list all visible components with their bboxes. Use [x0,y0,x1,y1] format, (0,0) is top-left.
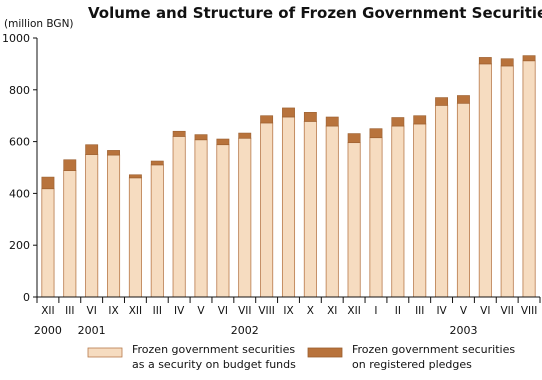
bar-budget-funds [303,120,317,298]
x-tick-label: IV [174,305,185,317]
x-tick-label: IX [108,305,118,317]
chart-title: Volume and Structure of Frozen Governmen… [88,4,542,22]
bar-registered-pledges [194,134,208,141]
bar-budget-funds [107,154,121,298]
bar-budget-funds [391,125,405,298]
legend-label: as a security on budget funds [132,358,296,371]
bar-registered-pledges [391,117,405,127]
bar-budget-funds [63,170,77,298]
bar-registered-pledges [369,128,383,139]
y-axis-unit-label: (million BGN) [4,18,74,30]
bar-budget-funds [347,142,361,298]
legend-label: Frozen government securities [352,343,515,356]
bar-budget-funds [500,65,514,298]
x-tick-label: IV [436,305,447,317]
bar-budget-funds [413,123,427,298]
x-tick-label: XII [347,305,360,317]
x-tick-label: VIII [521,305,537,317]
bar-registered-pledges [282,107,295,118]
bars-layer [41,55,536,298]
x-tick-label: III [153,305,162,317]
y-tick-label: 1000 [2,32,30,45]
bar-registered-pledges [128,174,142,179]
legend-label: on registered pledges [352,358,472,371]
bar-budget-funds [369,137,383,298]
x-tick-label: IX [283,305,293,317]
y-tick-label: 0 [23,291,30,304]
x-tick-label: VIII [258,305,274,317]
bar-registered-pledges [63,159,77,171]
y-tick-label: 400 [9,187,30,200]
bar-budget-funds [172,136,186,298]
bar-registered-pledges [260,115,274,124]
bar-budget-funds [435,104,449,298]
x-tick-label: XII [41,305,54,317]
legend: Frozen government securities as a securit… [87,343,515,371]
bar-budget-funds [216,144,230,298]
bar-registered-pledges [522,55,536,62]
bar-budget-funds [325,125,339,298]
bar-budget-funds [41,188,55,298]
bar-registered-pledges [172,130,186,137]
bar-registered-pledges [41,176,55,190]
x-tick-label: VI [480,305,490,317]
y-tick-label: 200 [9,239,30,252]
legend-swatch-registered-pledges [307,347,343,358]
x-tick-label: V [197,305,205,317]
bar-registered-pledges [435,97,449,106]
bar-registered-pledges [500,58,514,67]
bar-budget-funds [260,122,274,298]
x-tick-label: III [415,305,424,317]
bar-registered-pledges [107,150,120,156]
x-tick-label: III [65,305,74,317]
bar-registered-pledges [238,132,252,139]
x-tick-label: X [307,305,314,317]
bar-budget-funds [238,137,252,298]
bar-registered-pledges [85,144,99,155]
y-tick-label: 600 [9,136,30,149]
bar-registered-pledges [347,133,361,143]
x-tick-label: XII [129,305,142,317]
x-tick-label: VII [501,305,514,317]
bar-budget-funds [128,177,142,298]
legend-label: Frozen government securities [132,343,295,356]
bar-budget-funds [522,60,536,298]
x-year-label: 2001 [78,324,106,337]
bar-budget-funds [85,154,99,298]
bar-budget-funds [281,116,296,298]
x-tick-label: I [374,305,377,317]
bar-budget-funds [194,139,208,298]
x-year-label: 2000 [34,324,62,337]
bar-registered-pledges [303,112,317,122]
x-year-label: 2003 [449,324,477,337]
x-tick-label: VI [87,305,97,317]
x-tick-label: VI [218,305,228,317]
bar-registered-pledges [216,138,230,146]
bar-budget-funds [478,63,492,298]
x-tick-label: VII [238,305,251,317]
bar-budget-funds [150,164,164,298]
bar-registered-pledges [457,95,470,104]
x-tick-label: XI [327,305,337,317]
bar-registered-pledges [150,160,164,166]
legend-swatch-budget-funds [87,347,123,358]
x-year-label: 2002 [231,324,259,337]
bar-registered-pledges [325,116,339,127]
bar-registered-pledges [413,115,427,125]
bar-budget-funds [456,102,470,298]
x-tick-label: V [460,305,468,317]
bar-registered-pledges [478,57,492,65]
x-tick-label: II [395,305,401,317]
y-tick-label: 800 [9,84,30,97]
